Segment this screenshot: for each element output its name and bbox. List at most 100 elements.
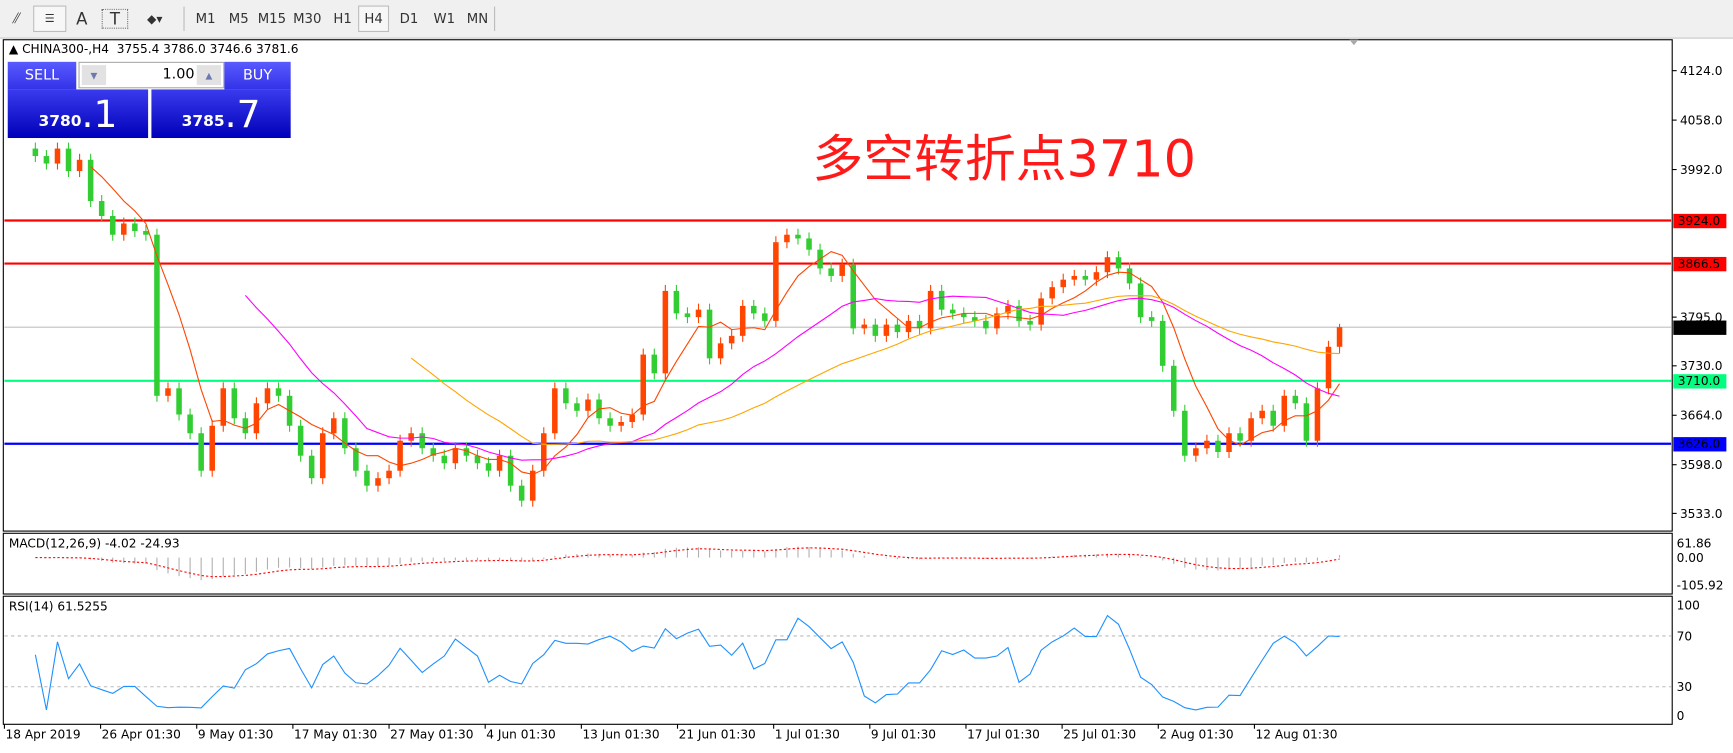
current-price-label: 3781.6 (1678, 321, 1721, 335)
candle-body (927, 290, 934, 329)
lot-decrease-button[interactable]: ▼ (81, 65, 107, 86)
candle-body (1159, 320, 1166, 366)
candle-body (198, 433, 204, 471)
chart-shift-marker-icon[interactable] (1349, 39, 1359, 46)
candle-body (1215, 440, 1221, 452)
candle-body (894, 324, 901, 333)
candle-body (905, 320, 912, 333)
candle-body (87, 159, 94, 202)
lot-size-input[interactable]: ▼ 1.00 ▲ (78, 61, 225, 89)
text-label-icon[interactable]: T (101, 8, 129, 29)
candle-body (518, 485, 525, 501)
candle-body (1193, 448, 1199, 456)
candle-body (1005, 305, 1011, 314)
buy-price[interactable]: 3785.7 (151, 89, 291, 139)
timeframe-m15[interactable]: M15 (257, 11, 287, 27)
rsi-tick-label: 30 (1677, 680, 1692, 694)
candle-body (231, 388, 238, 419)
candle-body (1038, 298, 1044, 325)
date-tick-label: 17 Jul 01:30 (967, 728, 1040, 742)
level-price-tag (1673, 374, 1727, 389)
timeframe-m5[interactable]: M5 (228, 11, 249, 27)
level-price-tag (1673, 256, 1727, 272)
candle-body (297, 425, 304, 456)
level-price-label: 3866.5 (1678, 257, 1721, 271)
candle-body (496, 455, 503, 471)
candle-body (430, 448, 437, 456)
arrows-icon[interactable]: ◆▾ (146, 11, 163, 26)
timeframe-h4[interactable]: H4 (358, 5, 390, 33)
candle-body (1248, 418, 1254, 441)
date-tick-label: 25 Jul 01:30 (1063, 728, 1136, 742)
periods-separator-icon[interactable]: ☰ (33, 5, 67, 33)
sell-button[interactable]: SELL (7, 61, 77, 91)
lot-increase-button[interactable]: ▲ (196, 65, 222, 86)
candle-body (331, 418, 337, 434)
candle-body (1137, 283, 1144, 318)
candle-body (253, 403, 260, 434)
collapse-triangle-icon[interactable]: ▲ (8, 41, 23, 57)
date-tick-label: 13 Jun 01:30 (582, 728, 659, 742)
candle-body (220, 388, 227, 426)
rsi-label: RSI(14) 61.5255 (8, 599, 108, 614)
timeframe-w1[interactable]: W1 (433, 11, 456, 27)
date-tick-label: 9 Jul 01:30 (871, 728, 936, 742)
sell-price[interactable]: 3780.1 (7, 89, 149, 139)
level-price-label: 3626.0 (1678, 437, 1721, 451)
candle-body (1270, 410, 1276, 426)
candle-body (109, 215, 116, 235)
candle-body (629, 414, 635, 423)
buy-button[interactable]: BUY (224, 61, 291, 91)
candle-body (1060, 279, 1066, 288)
candle-body (1226, 433, 1232, 452)
macd-tick-label: -105.92 (1677, 579, 1724, 593)
candle-body (1016, 305, 1022, 321)
line-studies-icon[interactable]: ⫽ (12, 10, 19, 28)
timeframe-mn[interactable]: MN (466, 11, 489, 27)
candle-body (784, 234, 790, 243)
candle-body (1292, 395, 1299, 404)
candle-body (585, 399, 591, 411)
candle-body (607, 418, 613, 426)
chart-annotation-text: 多空转折点3710 (812, 129, 1196, 189)
candle-body (176, 388, 182, 415)
timeframe-h1[interactable]: H1 (333, 11, 352, 27)
candle-body (1049, 287, 1055, 299)
timeframe-m1[interactable]: M1 (195, 11, 216, 27)
macd-label: MACD(12,26,9) -4.02 -24.93 (8, 536, 180, 551)
text-icon[interactable]: A (76, 8, 88, 29)
candle-body (795, 234, 801, 239)
date-tick-label: 26 Apr 01:30 (102, 728, 181, 742)
candle-body (1336, 327, 1343, 347)
timeframe-d1[interactable]: D1 (399, 11, 419, 27)
candle-body (319, 433, 326, 479)
date-tick-label: 2 Aug 01:30 (1159, 728, 1233, 742)
chart-info: ▲ CHINA300-,H4 3755.4 3786.0 3746.6 3781… (9, 42, 299, 56)
candle-body (1314, 388, 1321, 441)
ma-mid-line (244, 295, 1340, 461)
price-tick-label: 3533.0 (1680, 507, 1723, 521)
candle-body (684, 313, 691, 318)
one-click-trading-panel: SELL ▼ 1.00 ▲ BUY 3780.1 3785.7 (7, 61, 291, 139)
candle-body (541, 433, 547, 471)
candle-body (275, 388, 282, 396)
rsi-tick-label: 70 (1677, 629, 1692, 643)
candle-body (1259, 410, 1265, 419)
candle-body (1303, 403, 1310, 441)
candle-body (828, 268, 834, 276)
candle-body (1027, 320, 1033, 325)
date-tick-label: 4 Jun 01:30 (486, 728, 555, 742)
ma-slow-line (410, 295, 1340, 445)
candle-body (872, 324, 879, 336)
candle-body (574, 403, 580, 411)
candle-body (419, 433, 425, 449)
rsi-tick-label: 0 (1677, 709, 1685, 723)
candle-body (54, 148, 61, 164)
candle-body (916, 320, 923, 329)
candle-body (1237, 433, 1243, 441)
timeframe-m30[interactable]: M30 (293, 11, 322, 27)
price-tick-label: 3730.0 (1680, 359, 1723, 373)
candle-body (994, 313, 1000, 329)
